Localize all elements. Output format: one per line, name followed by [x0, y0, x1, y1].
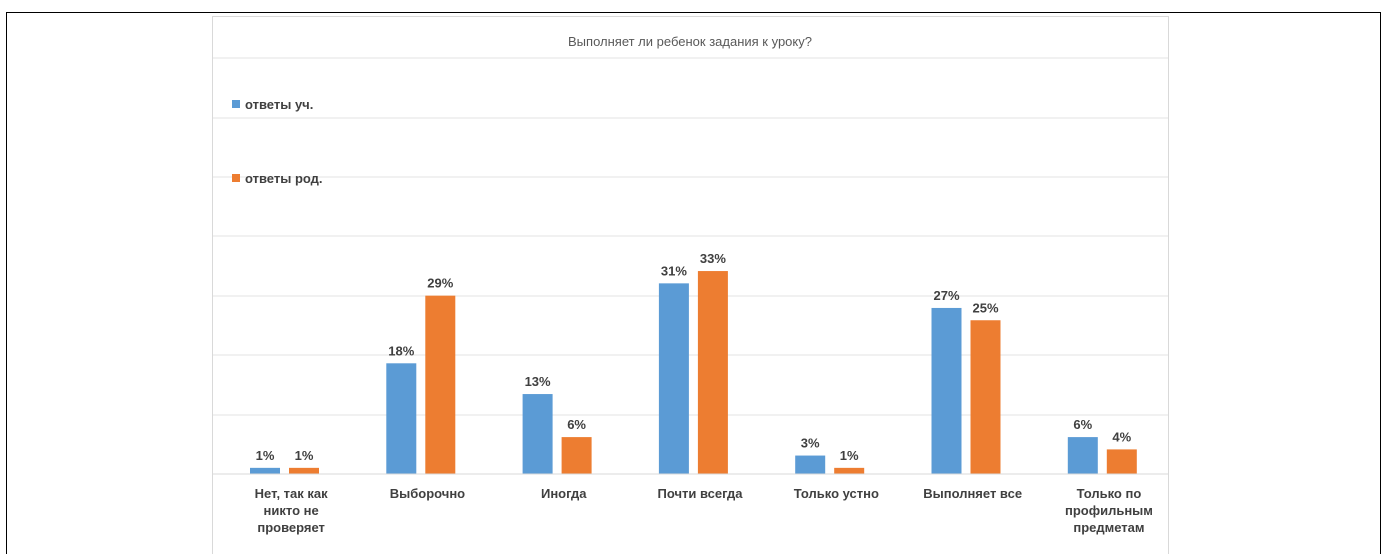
category-label-3: Почти всегда: [658, 486, 744, 501]
bar-s0-c3: [658, 283, 689, 474]
bar-s1-c1: [425, 295, 456, 474]
category-label-6: Только по профильным предметам: [1065, 486, 1153, 535]
legend-label-1: ответы род.: [245, 171, 323, 186]
category-label-4: Только устно: [794, 486, 879, 501]
legend-swatch-0: [232, 100, 240, 108]
bar-s0-c2: [522, 394, 553, 474]
bar-s0-c1: [386, 363, 417, 474]
bar-s1-c5: [970, 320, 1001, 474]
gridlines: [213, 57, 1168, 416]
data-label-s0-c4: 3%: [801, 436, 820, 451]
data-label-s0-c5: 27%: [933, 288, 959, 303]
legend-label-0: ответы уч.: [245, 97, 313, 112]
legend-swatch-1: [232, 174, 240, 182]
category-label-0: Нет, так как никто не проверяет: [255, 486, 329, 535]
legend: ответы уч. ответы род.: [232, 97, 323, 186]
data-label-s1-c3: 33%: [700, 251, 726, 266]
category-label-1: Выборочно: [390, 486, 465, 501]
bar-s0-c0: [250, 467, 280, 474]
bar-s1-c6: [1106, 449, 1137, 474]
bar-s0-c6: [1067, 437, 1098, 474]
bar-s1-c3: [697, 271, 728, 474]
bar-s1-c0: [289, 467, 319, 474]
data-label-s1-c4: 1%: [840, 448, 859, 463]
category-labels: Нет, так как никто не проверяет Выборочно Ин…: [255, 486, 1153, 535]
data-label-s0-c2: 13%: [525, 374, 551, 389]
data-label-s0-c1: 18%: [388, 343, 414, 358]
data-label-s1-c2: 6%: [567, 417, 586, 432]
category-label-5: Выполняет все: [923, 486, 1022, 501]
bar-s1-c4: [834, 467, 865, 474]
bars: [250, 271, 1137, 474]
chart-area: [212, 16, 1169, 554]
bar-s1-c2: [561, 437, 592, 474]
data-label-s1-c6: 4%: [1112, 429, 1131, 444]
chart-frame: [6, 12, 1381, 554]
data-labels: 1% 18% 13% 31% 3% 27% 6% 1% 29% 6% 33% 1% 25% 4%: [256, 251, 1132, 463]
data-label-s0-c0: 1%: [256, 448, 275, 463]
bar-s0-c4: [795, 455, 826, 474]
category-label-2: Иногда: [541, 486, 587, 501]
data-label-s0-c6: 6%: [1073, 417, 1092, 432]
bar-s0-c5: [931, 307, 962, 474]
data-label-s0-c3: 31%: [661, 263, 687, 278]
data-label-s1-c1: 29%: [427, 276, 453, 291]
chart-title: Выполняет ли ребенок задания к уроку?: [568, 34, 812, 49]
data-label-s1-c5: 25%: [972, 300, 998, 315]
data-label-s1-c0: 1%: [295, 448, 314, 463]
